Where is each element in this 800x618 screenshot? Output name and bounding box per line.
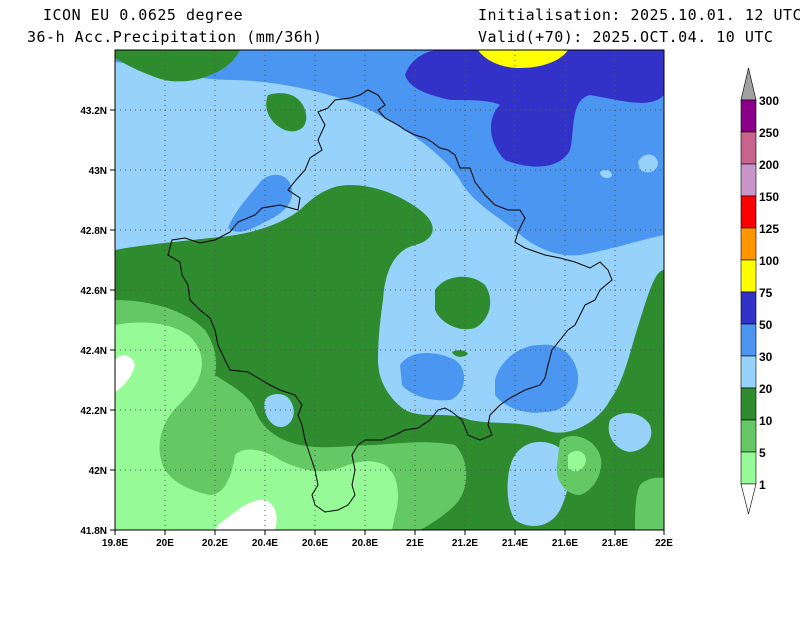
lat-tick-label: 43.2N <box>80 106 107 117</box>
precipitation-field <box>115 50 664 530</box>
lon-tick-label: 20.6E <box>302 538 328 549</box>
init-time: Initialisation: 2025.10.01. 12 UTC <box>478 6 800 24</box>
colorbar-label: 5 <box>759 446 766 460</box>
lat-tick-label: 41.8N <box>80 526 107 537</box>
colorbar-swatch <box>740 387 757 421</box>
colorbar-label: 30 <box>759 350 773 364</box>
colorbar-label: 10 <box>759 414 773 428</box>
lat-tick-label: 42.4N <box>80 346 107 357</box>
colorbar-swatch <box>740 163 757 197</box>
country-border <box>167 89 613 513</box>
colorbar-swatch <box>740 131 757 165</box>
lon-tick-label: 22E <box>655 538 673 549</box>
colorbar-swatch <box>740 227 757 261</box>
colorbar-label: 125 <box>759 222 779 236</box>
lat-tick-label: 42.6N <box>80 286 107 297</box>
colorbar-label: 100 <box>759 254 779 268</box>
colorbar-swatch <box>740 355 757 389</box>
colorbar-label: 150 <box>759 190 779 204</box>
colorbar-label: 50 <box>759 318 773 332</box>
colorbar-label: 1 <box>759 478 766 492</box>
colorbar-swatch <box>740 99 757 133</box>
colorbar-under-arrow <box>740 483 757 515</box>
colorbar-swatch <box>740 291 757 325</box>
colorbar-swatch <box>740 195 757 229</box>
field-title: 36-h Acc.Precipitation (mm/36h) <box>27 28 323 46</box>
valid-time: Valid(+70): 2025.OCT.04. 10 UTC <box>478 28 774 46</box>
lon-tick-label: 20.4E <box>252 538 278 549</box>
lon-tick-label: 21E <box>406 538 424 549</box>
model-title: ICON EU 0.0625 degree <box>43 6 244 24</box>
colorbar <box>740 67 757 515</box>
lon-tick-label: 21.2E <box>452 538 478 549</box>
lat-tick-label: 42.2N <box>80 406 107 417</box>
lon-tick-label: 21.8E <box>602 538 628 549</box>
colorbar-swatch <box>740 419 757 453</box>
lon-tick-label: 20.2E <box>202 538 228 549</box>
lon-tick-label: 21.4E <box>502 538 528 549</box>
lon-tick-label: 20E <box>156 538 174 549</box>
colorbar-label: 200 <box>759 158 779 172</box>
lat-tick-label: 42.8N <box>80 226 107 237</box>
colorbar-swatch <box>740 259 757 293</box>
map-grid <box>115 50 664 530</box>
lon-tick-label: 19.8E <box>102 538 128 549</box>
colorbar-label: 300 <box>759 94 779 108</box>
lat-tick-label: 43N <box>89 166 107 177</box>
colorbar-label: 20 <box>759 382 773 396</box>
colorbar-swatch <box>740 451 757 485</box>
colorbar-label: 75 <box>759 286 773 300</box>
lat-tick-label: 42N <box>89 466 107 477</box>
lon-tick-label: 21.6E <box>552 538 578 549</box>
colorbar-label: 250 <box>759 126 779 140</box>
colorbar-swatch <box>740 323 757 357</box>
colorbar-over-arrow <box>740 67 757 101</box>
lon-tick-label: 20.8E <box>352 538 378 549</box>
